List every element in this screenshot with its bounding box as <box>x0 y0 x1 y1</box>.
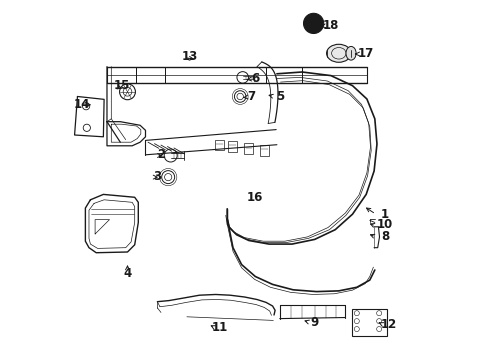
Bar <box>265 67 302 83</box>
Text: 2: 2 <box>157 148 165 161</box>
Text: 10: 10 <box>376 219 392 231</box>
Text: 7: 7 <box>247 90 255 103</box>
Text: 13: 13 <box>181 50 198 63</box>
Text: 1: 1 <box>380 208 388 221</box>
Ellipse shape <box>346 46 355 60</box>
Text: 18: 18 <box>322 19 338 32</box>
Text: 15: 15 <box>114 79 130 92</box>
Text: 5: 5 <box>276 90 284 103</box>
Ellipse shape <box>326 44 350 62</box>
Text: 3: 3 <box>153 170 161 183</box>
Circle shape <box>303 13 323 33</box>
Text: 4: 4 <box>123 267 131 280</box>
Text: 12: 12 <box>380 318 396 330</box>
Text: 11: 11 <box>211 321 228 334</box>
Bar <box>259 145 268 156</box>
Bar <box>136 67 165 83</box>
Bar <box>244 143 253 154</box>
Text: 16: 16 <box>246 191 263 204</box>
Bar <box>351 309 386 336</box>
Bar <box>228 141 237 152</box>
Circle shape <box>307 18 319 29</box>
Text: 6: 6 <box>251 72 259 85</box>
Text: 8: 8 <box>380 230 388 243</box>
Text: 17: 17 <box>357 47 373 60</box>
Text: 9: 9 <box>310 316 318 329</box>
Text: 14: 14 <box>73 98 90 111</box>
Bar <box>215 140 224 150</box>
